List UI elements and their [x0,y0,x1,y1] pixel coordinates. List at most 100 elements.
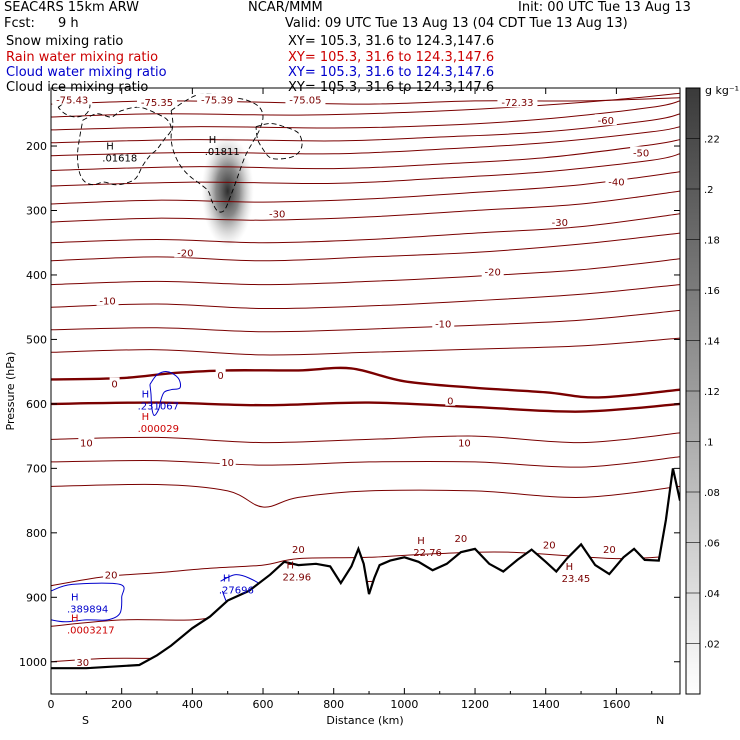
maximum-marker: H [566,562,574,573]
contour-label: -75.43 [56,96,88,107]
contour-label: -10 [435,319,451,330]
y-tick-label: 900 [26,591,47,604]
y-tick-label: 300 [26,204,47,217]
maximum-value: .000029 [138,424,179,435]
contour-label: -30 [269,210,285,221]
contour-label-bg [605,175,628,187]
contour-label-bg [432,317,455,329]
colorbar-tick-label: .02 [704,640,720,651]
cloud-water-contour [149,371,182,416]
temperature-contour [51,657,158,663]
contour-label: 0 [111,379,117,390]
cloud-ice-contour [77,106,172,186]
contour-label-bg [285,93,326,105]
y-tick-label: 700 [26,462,47,475]
maximum-value: 23.45 [562,574,591,585]
temperature-contour [51,258,680,286]
maximum-value: .231067 [138,402,179,413]
contour-label: -72.33 [501,98,533,109]
contour-label-bg [266,207,289,219]
maximum-marker: H [106,141,114,152]
x-tick-label: 1400 [532,698,560,711]
contour-label: -30 [552,218,568,229]
temperature-contour [51,100,680,131]
contour-label: -20 [485,268,501,279]
maximum-marker: H [142,412,150,423]
contour-label: 10 [458,439,471,450]
maximum-value: .389894 [67,605,108,616]
colorbar-tick-label: .04 [704,589,720,600]
contour-label-bg [601,542,618,554]
contour-label-bg [481,265,504,277]
field-xy-rain: XY= 105.3, 31.6 to 124.3,147.6 [288,50,495,65]
colorbar-tick-label: .16 [704,286,720,297]
contour-label: 10 [221,458,234,469]
maximum-value: .01618 [102,153,137,164]
temperature-contour [51,366,680,399]
temperature-contour [51,153,680,187]
contour-label: 20 [105,571,118,582]
contour-label: -75.05 [289,96,321,107]
maximum-marker: H [71,613,79,624]
maximum-marker: H [142,390,150,401]
terrain-fill [51,468,680,694]
forecast-hour: 9 h [58,16,79,31]
contour-label-bg [445,394,456,406]
init-time: Init: 00 UTC Tue 13 Aug 13 [518,0,691,15]
south-end-label: S [82,714,89,727]
temperature-contour [51,309,680,333]
contour-label-bg [109,377,120,389]
contour-label-bg [96,294,119,306]
maximum-value: 22.96 [282,573,311,584]
contour-label: -75.35 [141,98,173,109]
temperature-contour [51,483,680,508]
cloud-ice-contour [255,123,303,160]
contour-label-bg [137,96,178,108]
contour-label: -20 [177,248,193,259]
maximum-marker: H [417,536,425,547]
contour-label-bg [594,114,617,126]
temperature-contour [51,432,680,444]
contour-label-bg [630,146,653,158]
center-name: NCAR/MMM [248,0,323,15]
colorbar-tick-label: .1 [704,438,714,449]
maximum-value: .0003217 [67,625,115,636]
temperature-contour [51,171,680,205]
contour-label-bg [290,542,307,554]
plot-frame [50,87,681,695]
contour-label-bg [497,96,538,108]
x-tick-label: 400 [182,698,203,711]
x-tick-label: 0 [48,698,55,711]
maximum-marker: H [71,593,79,604]
contour-label: 10 [80,439,93,450]
contour-label-bg [78,436,95,448]
contour-label-bg [548,216,571,228]
colorbar-unit: g kg⁻¹ [705,84,739,97]
north-end-label: N [656,714,664,727]
field-xy-cloud-water: XY= 105.3, 31.6 to 124.3,147.6 [288,65,495,80]
contour-label: -10 [99,297,115,308]
temperature-contour [51,113,680,144]
terrain-line [51,468,680,670]
temperature-contour [51,337,680,356]
temperature-contour [51,284,680,310]
contour-label-bg [197,93,238,105]
contour-label: 30 [76,658,89,669]
temperature-contour [51,126,680,157]
y-axis-label: Pressure (hPa) [4,352,17,431]
colorbar-tick-label: .08 [704,488,720,499]
contour-label: -40 [608,177,624,188]
field-name-snow: Snow mixing ratio [6,34,124,49]
temperature-contour [51,92,680,118]
y-tick-label: 1000 [19,656,47,669]
field-name-rain: Rain water mixing ratio [6,50,159,65]
contour-label-bg [74,655,91,667]
contour-label: -50 [633,148,649,159]
maximum-marker: H [209,135,217,146]
colorbar-tick-label: .12 [704,387,720,398]
x-tick-label: 1600 [602,698,630,711]
temperature-contour [51,213,680,244]
maximum-marker: H [223,573,231,584]
contour-label-bg [456,436,473,448]
contour-label-bg [219,455,236,467]
